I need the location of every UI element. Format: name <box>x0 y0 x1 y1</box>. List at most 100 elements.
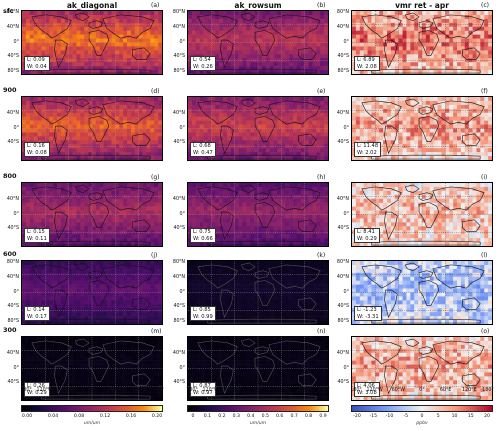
heatmap-cell <box>449 38 454 43</box>
heatmap-cell <box>199 206 204 211</box>
heatmap-cell <box>223 46 228 51</box>
heatmap-cell <box>289 210 294 215</box>
heatmap-cell <box>457 190 462 196</box>
heatmap-cell <box>68 144 73 149</box>
heatmap-cell <box>464 140 469 145</box>
heatmap-cell <box>230 156 235 160</box>
heatmap-cell <box>281 238 286 243</box>
heatmap-cell <box>387 104 392 110</box>
heatmap-cell <box>269 38 274 43</box>
heatmap-cell <box>64 210 69 215</box>
heatmap-cell <box>293 50 298 55</box>
heatmap-cell <box>422 152 427 157</box>
heatmap-cell <box>37 156 42 160</box>
heatmap-cell <box>398 38 403 43</box>
heatmap-cell <box>402 66 407 71</box>
heatmap-cell <box>449 22 454 28</box>
heatmap-cell <box>76 152 81 157</box>
heatmap-cell <box>453 38 458 43</box>
heatmap-cell <box>484 124 489 129</box>
heatmap-cell <box>76 148 81 153</box>
heatmap-cell <box>320 226 325 231</box>
heatmap-cell <box>142 206 147 211</box>
heatmap-cell <box>150 30 155 35</box>
heatmap-cell <box>211 18 216 24</box>
heatmap-cell <box>254 18 259 24</box>
heatmap-cell <box>45 104 50 110</box>
heatmap-cell <box>457 132 462 137</box>
heatmap-cell <box>484 14 489 20</box>
heatmap-cell <box>111 156 116 160</box>
heatmap-cell <box>285 202 290 207</box>
heatmap-cell <box>130 26 136 31</box>
heatmap-cell <box>230 30 235 35</box>
heatmap-cell <box>406 148 411 153</box>
heatmap-cell <box>215 54 220 59</box>
heatmap-cell <box>445 128 450 133</box>
heatmap-cell <box>195 120 200 125</box>
heatmap-cell <box>41 198 46 203</box>
heatmap-cell <box>41 156 46 160</box>
heatmap-cell <box>99 34 104 39</box>
heatmap-cell <box>324 222 328 227</box>
heatmap-cell <box>379 26 384 31</box>
heatmap-cell <box>445 38 450 43</box>
heatmap-cell <box>433 38 438 43</box>
heatmap-cell <box>92 66 97 71</box>
heatmap-cell <box>80 116 85 121</box>
heatmap-cell <box>304 152 309 157</box>
heatmap-cell <box>457 156 462 160</box>
heatmap-cell <box>418 156 423 160</box>
heatmap-cell <box>390 22 396 28</box>
heatmap-cell <box>281 242 286 246</box>
heatmap-cell <box>195 136 200 141</box>
heatmap-cell <box>150 218 155 223</box>
heatmap-cell <box>352 14 357 20</box>
heatmap-cell <box>64 62 69 67</box>
heatmap-cell <box>437 22 442 28</box>
heatmap-cell <box>119 14 124 20</box>
heatmap-cell <box>320 156 325 160</box>
heatmap-cell <box>84 30 89 35</box>
heatmap-cell <box>76 128 81 133</box>
heatmap-cell <box>64 148 69 153</box>
heatmap-cell <box>230 22 235 28</box>
heatmap-cell <box>246 148 251 153</box>
heatmap-cell <box>138 214 143 219</box>
heatmap-cell <box>445 112 450 117</box>
heatmap-cell <box>88 38 93 43</box>
heatmap-cell <box>92 222 97 227</box>
heatmap-cell <box>480 132 485 137</box>
heatmap-cell <box>211 206 216 211</box>
heatmap-cell <box>72 186 77 192</box>
heatmap-cell <box>320 242 325 246</box>
heatmap-cell <box>45 38 50 43</box>
heatmap-cell <box>219 104 224 110</box>
heatmap-cell <box>258 100 263 106</box>
heatmap-cell <box>111 214 116 219</box>
heatmap-cell <box>223 124 228 129</box>
heatmap-cell <box>188 70 193 74</box>
heatmap-cell <box>219 54 224 59</box>
heatmap-cell <box>188 26 193 31</box>
heatmap-cell <box>488 112 492 117</box>
heatmap-cell <box>154 116 159 121</box>
heatmap-cell <box>223 42 228 47</box>
heatmap-cell <box>273 11 278 16</box>
heatmap-cell <box>158 190 162 196</box>
heatmap-cell <box>76 190 81 196</box>
heatmap-cell <box>312 100 317 106</box>
heatmap-cell <box>308 242 313 246</box>
heatmap-cell <box>449 46 454 51</box>
heatmap-cell <box>29 194 34 200</box>
heatmap-cell <box>429 50 434 55</box>
heatmap-cell <box>460 62 466 67</box>
heatmap-cell <box>277 66 282 71</box>
heatmap-cell <box>207 202 212 207</box>
heatmap-cell <box>387 11 392 16</box>
heatmap-cell <box>154 70 159 74</box>
heatmap-cell <box>203 186 208 192</box>
heatmap-cell <box>468 42 473 47</box>
heatmap-cell <box>95 194 101 200</box>
heatmap-cell <box>22 26 27 31</box>
